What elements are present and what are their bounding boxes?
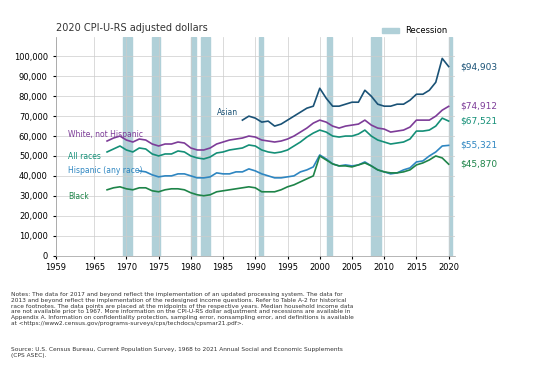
Text: Black: Black — [68, 192, 89, 201]
Text: $67,521: $67,521 — [461, 116, 498, 126]
Text: $45,870: $45,870 — [461, 160, 498, 169]
Text: All races: All races — [68, 153, 101, 161]
Text: $94,903: $94,903 — [461, 62, 498, 71]
Bar — [327, 36, 332, 256]
Bar — [191, 36, 196, 256]
Bar — [450, 36, 452, 256]
Text: White, not Hispanic: White, not Hispanic — [68, 130, 143, 139]
Legend: Recession: Recession — [379, 23, 451, 39]
Text: Notes: The data for 2017 and beyond reflect the implementation of an updated pro: Notes: The data for 2017 and beyond refl… — [11, 292, 354, 326]
Bar — [123, 36, 132, 256]
Bar — [259, 36, 263, 256]
Text: Asian: Asian — [216, 108, 238, 117]
Text: Source: U.S. Census Bureau, Current Population Survey, 1968 to 2021 Annual Socia: Source: U.S. Census Bureau, Current Popu… — [11, 347, 343, 358]
Text: 2020 CPI-U-RS adjusted dollars: 2020 CPI-U-RS adjusted dollars — [56, 23, 207, 33]
Bar — [152, 36, 160, 256]
Bar — [200, 36, 210, 256]
Text: Hispanic (any race): Hispanic (any race) — [68, 166, 143, 176]
Text: $55,321: $55,321 — [461, 141, 498, 150]
Bar — [371, 36, 381, 256]
Text: $74,912: $74,912 — [461, 102, 498, 111]
